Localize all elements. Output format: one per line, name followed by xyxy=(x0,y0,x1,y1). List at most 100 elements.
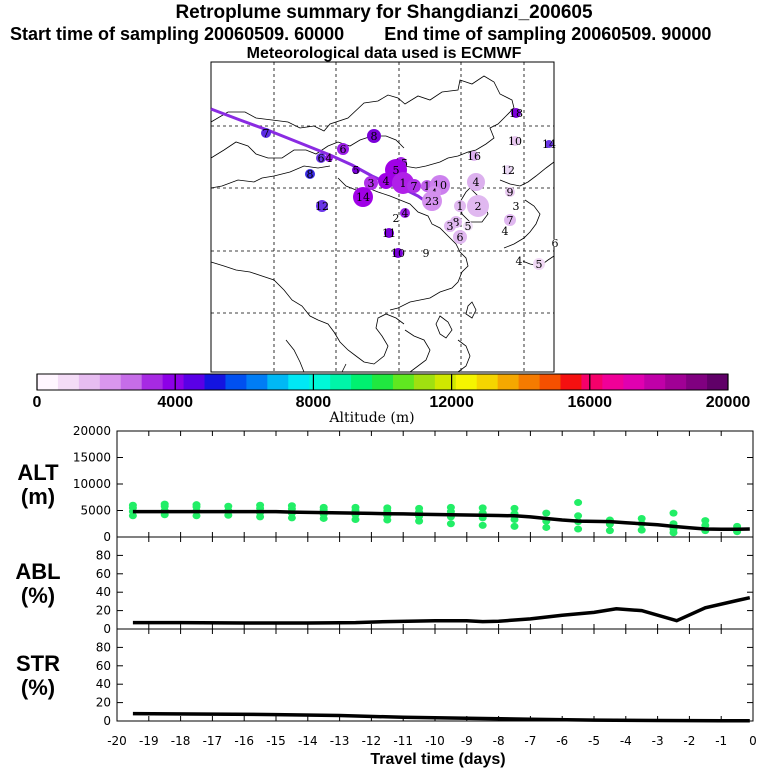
sampling-times: Start time of sampling 20060509. 60000 E… xyxy=(10,24,711,45)
colorbar-swatch xyxy=(330,374,352,390)
map-frame xyxy=(210,61,555,373)
colorbar-swatch xyxy=(581,374,603,390)
cluster-label: 5 xyxy=(465,220,472,233)
cluster-label: 1 xyxy=(424,180,431,193)
colorbar-swatch xyxy=(392,374,415,390)
colorbar-swatch xyxy=(351,374,373,390)
cluster-marker xyxy=(392,214,400,222)
x-tick-label: -8 xyxy=(493,734,505,748)
cluster-label: 5 xyxy=(536,258,543,271)
altitude-point xyxy=(446,503,455,511)
colorbar-swatch xyxy=(141,374,164,390)
cluster-label: 8 xyxy=(453,216,460,229)
altitude-point xyxy=(701,517,710,525)
cluster-label: 4 xyxy=(473,176,480,189)
cluster-marker xyxy=(407,179,421,193)
cluster-marker xyxy=(545,140,553,148)
colorbar-swatch xyxy=(455,374,478,390)
y-tick-label: 40 xyxy=(96,585,111,599)
end-time-label: End time of sampling 20060509. 90000 xyxy=(384,24,712,44)
cluster-marker xyxy=(325,154,333,162)
x-tick-label: -5 xyxy=(588,734,600,748)
altitude-point xyxy=(383,504,392,512)
cluster-label: 10 xyxy=(508,135,522,148)
cluster-marker xyxy=(352,166,360,174)
cluster-marker xyxy=(511,108,521,118)
cluster-label: 2 xyxy=(393,212,400,225)
cluster-label: 2 xyxy=(475,200,482,213)
cluster-label: 7 xyxy=(263,127,270,140)
colorbar-tick-label: 16000 xyxy=(568,394,613,411)
x-axis-label: Travel time (days) xyxy=(370,751,505,768)
x-tick-label: -14 xyxy=(298,734,318,748)
y-tick-label: 60 xyxy=(96,567,111,581)
cluster-label: 1 xyxy=(400,177,407,190)
cluster-label: 6 xyxy=(318,152,325,165)
met-data-label: Meteorological data used is ECMWF xyxy=(246,45,522,62)
cluster-label: 5 xyxy=(353,164,360,177)
y-tick-label: 0 xyxy=(103,622,111,636)
cluster-marker xyxy=(503,165,513,175)
cluster-marker xyxy=(261,128,271,138)
altitude-point xyxy=(446,520,455,528)
colorbar-swatch xyxy=(686,374,708,390)
y-tick-label: 5000 xyxy=(80,504,111,518)
colorbar-swatch xyxy=(78,374,101,390)
y-tick-label: 60 xyxy=(96,659,111,673)
cluster-marker xyxy=(393,248,403,258)
altitude-point xyxy=(510,522,519,530)
cluster-label: 9 xyxy=(423,247,430,260)
cluster-marker xyxy=(367,129,381,143)
cluster-marker xyxy=(305,169,315,179)
altitude-point xyxy=(574,499,583,507)
y-axis-label: ABL (%) xyxy=(15,559,60,608)
y-tick-label: 20 xyxy=(96,604,111,618)
colorbar-swatch xyxy=(267,374,289,390)
cluster-marker xyxy=(467,195,489,217)
cluster-marker xyxy=(444,220,456,232)
cluster-marker xyxy=(422,191,442,211)
altitude-point xyxy=(510,516,519,524)
cluster-label: 14 xyxy=(356,191,370,204)
cluster-label: 6 xyxy=(552,237,559,250)
altitude-point xyxy=(224,502,233,510)
cluster-marker xyxy=(454,200,466,212)
cluster-label: 4 xyxy=(502,225,509,238)
colorbar: 0 4000 8000 12000 16000 20000 Altitude (m) xyxy=(33,373,750,426)
altitude-point xyxy=(637,526,646,534)
colorbar-swatch xyxy=(372,374,394,390)
colorbar-swatch xyxy=(99,374,122,390)
x-tick-label: -2 xyxy=(683,734,695,748)
colorbar-swatch xyxy=(665,374,687,390)
altitude-point xyxy=(542,509,551,517)
colorbar-swatch xyxy=(518,374,541,390)
y-axis-label: STR (%) xyxy=(16,651,60,700)
x-tick-label: -13 xyxy=(330,734,350,748)
altitude-point xyxy=(192,501,201,509)
cluster-label: 16 xyxy=(467,150,481,163)
cluster-marker xyxy=(364,176,378,190)
altitude-point xyxy=(669,509,678,517)
colorbar-swatch xyxy=(204,374,226,390)
colorbar-tick-label: 8000 xyxy=(296,394,332,411)
series-line-str xyxy=(132,711,750,723)
cluster-label: 14 xyxy=(542,138,556,151)
colorbar-swatch xyxy=(162,374,185,390)
colorbar-swatch xyxy=(560,374,582,390)
cluster-label: 6 xyxy=(457,231,464,244)
cluster-marker xyxy=(533,258,545,270)
cluster-marker xyxy=(501,227,509,235)
panel-frame xyxy=(116,628,754,722)
map-panel: 1878101466416155512841371104941423123124… xyxy=(210,61,559,373)
altitude-point xyxy=(351,503,360,511)
cluster-label: 9 xyxy=(507,186,514,199)
cluster-marker xyxy=(422,249,430,257)
cluster-label: 4 xyxy=(516,255,523,268)
colorbar-swatch xyxy=(707,374,729,390)
cluster-marker xyxy=(505,187,515,197)
colorbar-tick-label: 4000 xyxy=(157,394,193,411)
cluster-label: 1 xyxy=(457,200,464,213)
series-line-alt xyxy=(132,509,750,532)
colorbar-swatch xyxy=(497,374,520,390)
x-tick-label: -16 xyxy=(234,734,254,748)
